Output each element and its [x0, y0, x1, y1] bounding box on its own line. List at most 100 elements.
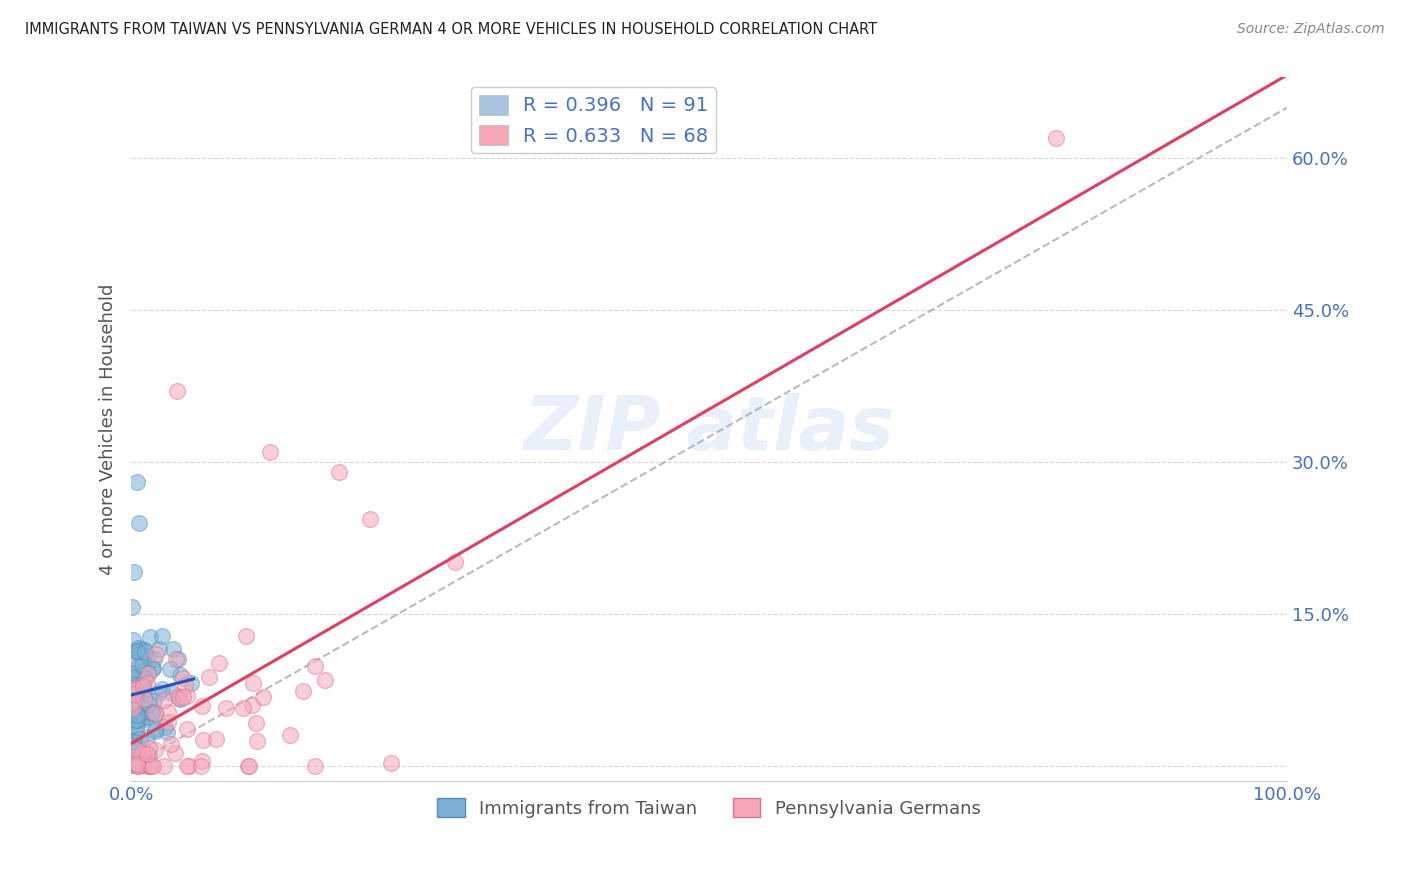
Point — [134, 757, 156, 772]
Point — [132, 752, 155, 766]
Point — [132, 643, 155, 657]
Point — [132, 681, 155, 695]
Point — [177, 759, 200, 773]
Point — [121, 714, 143, 728]
Point — [134, 673, 156, 687]
Point — [131, 658, 153, 673]
Point — [190, 759, 212, 773]
Point — [141, 759, 163, 773]
Point — [143, 706, 166, 721]
Point — [121, 746, 143, 760]
Point — [122, 700, 145, 714]
Point — [155, 725, 177, 739]
Point — [128, 640, 150, 655]
Point — [125, 690, 148, 705]
Point — [131, 696, 153, 710]
Point — [121, 696, 143, 710]
Point — [125, 707, 148, 722]
Point — [138, 748, 160, 763]
Point — [252, 690, 274, 704]
Point — [153, 720, 176, 734]
Point — [127, 759, 149, 773]
Point — [132, 663, 155, 677]
Point — [136, 747, 159, 761]
Point — [127, 696, 149, 710]
Point — [150, 629, 173, 643]
Point — [143, 694, 166, 708]
Point — [242, 675, 264, 690]
Point — [157, 706, 180, 720]
Point — [142, 652, 165, 666]
Point — [145, 647, 167, 661]
Point — [176, 690, 198, 704]
Point — [304, 759, 326, 773]
Point — [172, 672, 194, 686]
Point — [128, 677, 150, 691]
Point — [131, 746, 153, 760]
Point — [141, 663, 163, 677]
Point — [191, 698, 214, 713]
Point — [122, 712, 145, 726]
Point — [125, 475, 148, 490]
Point — [314, 673, 336, 687]
Point — [125, 643, 148, 657]
Point — [141, 705, 163, 719]
Point — [125, 644, 148, 658]
Point — [148, 641, 170, 656]
Point — [169, 692, 191, 706]
Point — [143, 723, 166, 738]
Point — [380, 756, 402, 771]
Point — [129, 757, 152, 772]
Point — [328, 465, 350, 479]
Point — [191, 732, 214, 747]
Point — [142, 661, 165, 675]
Point — [121, 738, 143, 752]
Point — [156, 714, 179, 729]
Point — [167, 652, 190, 666]
Point — [121, 757, 143, 772]
Point — [125, 713, 148, 727]
Point — [127, 691, 149, 706]
Point — [291, 683, 314, 698]
Point — [205, 732, 228, 747]
Point — [121, 702, 143, 716]
Point — [122, 680, 145, 694]
Point — [143, 743, 166, 757]
Point — [132, 692, 155, 706]
Point — [236, 759, 259, 773]
Point — [135, 710, 157, 724]
Point — [176, 759, 198, 773]
Point — [125, 644, 148, 658]
Point — [166, 384, 188, 399]
Point — [145, 722, 167, 736]
Point — [162, 686, 184, 700]
Text: Source: ZipAtlas.com: Source: ZipAtlas.com — [1237, 22, 1385, 37]
Point — [125, 708, 148, 723]
Point — [125, 726, 148, 740]
Legend: Immigrants from Taiwan, Pennsylvania Germans: Immigrants from Taiwan, Pennsylvania Ger… — [430, 791, 988, 825]
Point — [124, 696, 146, 710]
Point — [172, 690, 194, 705]
Point — [141, 706, 163, 720]
Point — [127, 713, 149, 727]
Point — [121, 681, 143, 695]
Point — [245, 716, 267, 731]
Text: ZIP atlas: ZIP atlas — [523, 392, 894, 466]
Point — [360, 512, 382, 526]
Point — [121, 599, 143, 614]
Point — [127, 759, 149, 773]
Point — [207, 656, 229, 670]
Point — [136, 666, 159, 681]
Point — [121, 665, 143, 680]
Point — [136, 675, 159, 690]
Point — [139, 759, 162, 773]
Point — [174, 677, 197, 691]
Point — [176, 722, 198, 736]
Point — [167, 691, 190, 706]
Point — [122, 687, 145, 701]
Point — [124, 681, 146, 695]
Point — [159, 737, 181, 751]
Point — [122, 677, 145, 691]
Point — [191, 754, 214, 768]
Point — [235, 629, 257, 643]
